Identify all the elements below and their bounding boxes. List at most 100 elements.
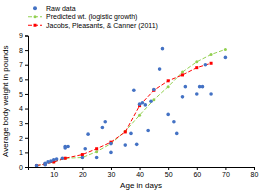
marker [167, 79, 170, 82]
tick: 50 [165, 167, 173, 178]
point [61, 156, 65, 160]
marker [210, 62, 213, 65]
legend-swatch [28, 16, 42, 17]
marker [35, 164, 38, 167]
line [37, 49, 226, 165]
x-axis-line [29, 168, 255, 171]
tick-mark [25, 65, 28, 66]
point [135, 143, 139, 147]
tick: 6 [19, 76, 28, 83]
point [161, 47, 165, 51]
marker [138, 114, 141, 117]
tick-label: 60 [193, 171, 201, 178]
point [66, 145, 70, 149]
tick-label: 8 [19, 47, 23, 54]
marker [81, 156, 84, 159]
marker [95, 147, 98, 150]
legend-swatch [33, 6, 37, 10]
tick-label: 50 [165, 171, 173, 178]
tick-mark [82, 167, 83, 170]
tick: 4 [19, 105, 28, 112]
tick-label: 80 [251, 171, 259, 178]
marker [64, 157, 67, 160]
legend-swatch [34, 24, 37, 27]
marker [195, 60, 198, 63]
tick-mark [25, 109, 28, 110]
point [35, 164, 39, 167]
marker [181, 71, 184, 74]
point [175, 132, 179, 136]
series [35, 62, 213, 167]
point [209, 92, 213, 96]
legend-label: Jacobs, Pleasants, & Canner (2011) [46, 22, 158, 30]
marker [109, 142, 112, 145]
tick: 3 [19, 120, 28, 127]
tick-label: 70 [222, 171, 230, 178]
tick: 20 [79, 167, 87, 178]
marker [167, 85, 170, 88]
point [123, 143, 127, 147]
tick-label: 1 [19, 149, 23, 156]
marker [210, 53, 213, 56]
point [146, 129, 150, 133]
chart: 10203040506070800123456789Age in daysAve… [0, 0, 263, 191]
marks [35, 47, 227, 167]
tick-mark [111, 167, 112, 170]
plot: 10203040506070800123456789 [19, 32, 258, 178]
tick-label: 4 [19, 105, 23, 112]
point [109, 142, 113, 146]
tick-label: 40 [136, 171, 144, 178]
marker [95, 150, 98, 153]
point [224, 56, 228, 60]
tick-mark [25, 123, 28, 124]
tick-label: 9 [19, 32, 23, 39]
point [55, 157, 59, 161]
point [143, 103, 147, 107]
tick: 1 [19, 149, 28, 156]
tick-mark [25, 167, 28, 168]
tick-mark [225, 167, 226, 170]
point [158, 67, 162, 71]
tick-label: 30 [108, 171, 116, 178]
point [152, 88, 156, 92]
y-axis-title: Average body weight in pounds [1, 46, 10, 158]
tick: 10 [50, 167, 58, 178]
tick: 30 [108, 167, 116, 178]
legend-label: Predicted wt. (logistic growth) [46, 13, 137, 21]
point [166, 113, 170, 117]
x-axis: 10 20 30 40 50 60 70 80 [29, 167, 259, 178]
tick-label: 10 [50, 171, 58, 178]
legend-swatch [34, 15, 37, 18]
point [172, 120, 176, 124]
tick: 5 [19, 91, 28, 98]
series [35, 48, 227, 167]
line [37, 63, 212, 165]
point [83, 147, 87, 151]
tick-label: 20 [79, 171, 87, 178]
point [201, 85, 205, 89]
point [195, 92, 199, 96]
marker [195, 66, 198, 69]
marker [181, 73, 184, 76]
marker [35, 164, 38, 167]
tick-mark [197, 167, 198, 170]
legend-swatch [28, 25, 42, 26]
y-axis-line [25, 36, 29, 168]
tick: 8 [19, 47, 28, 54]
point [149, 99, 153, 103]
tick-label: 5 [19, 91, 23, 98]
point [181, 95, 185, 99]
tick: 60 [193, 167, 201, 178]
series [35, 47, 227, 167]
point [101, 126, 105, 130]
tick: 70 [222, 167, 230, 178]
marker [224, 48, 227, 51]
tick-mark [168, 167, 169, 170]
point [141, 101, 145, 105]
legend: Raw dataPredicted wt. (logistic growth)J… [28, 5, 158, 30]
marker [81, 153, 84, 156]
tick: 7 [19, 61, 28, 68]
marker [124, 130, 127, 133]
x-axis-title: Age in days [120, 181, 162, 190]
tick: 2 [19, 135, 28, 142]
